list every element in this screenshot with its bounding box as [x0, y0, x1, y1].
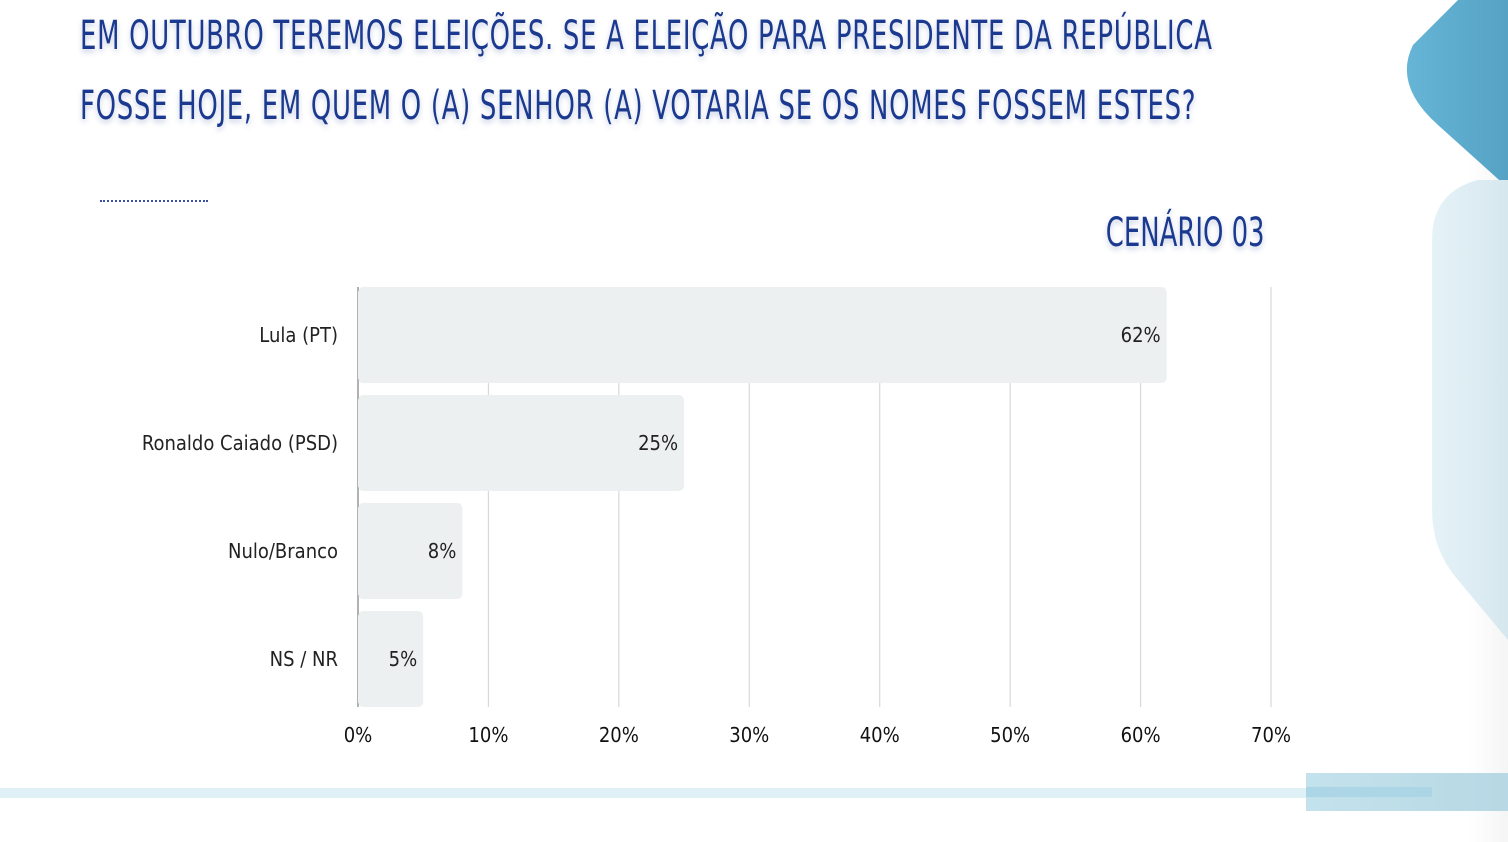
x-tick-label: 20% [599, 723, 639, 747]
value-label: 25% [638, 431, 678, 455]
bar [358, 287, 1167, 383]
x-tick-label: 70% [1251, 723, 1291, 747]
x-tick-label: 0% [344, 723, 373, 747]
x-tick-label: 50% [990, 723, 1030, 747]
decorative-shape-top [1406, 0, 1508, 188]
decorative-bottom-line [0, 788, 1432, 798]
value-labels: 62% 25% 8% 5% [389, 323, 1161, 671]
decorative-shape-middle [1432, 180, 1508, 640]
dotted-divider [100, 200, 208, 202]
question-title-line-1: EM OUTUBRO TEREMOS ELEIÇÕES. SE A ELEIÇÃ… [80, 13, 1213, 59]
value-label: 62% [1121, 323, 1161, 347]
scenario-title: CENÁRIO 03 [1106, 210, 1265, 256]
bar [358, 395, 685, 491]
category-labels: Lula (PT) Ronaldo Caiado (PSD) Nulo/Branco… [142, 323, 338, 671]
value-label: 5% [389, 647, 418, 671]
category-label: NS / NR [270, 647, 338, 671]
category-label: Nulo/Branco [228, 539, 338, 563]
x-tick-label: 30% [729, 723, 769, 747]
decorative-bottom-block-inner [1306, 787, 1432, 797]
category-label: Ronaldo Caiado (PSD) [142, 431, 338, 455]
bar [358, 503, 463, 599]
x-tick-label: 40% [860, 723, 900, 747]
category-label: Lula (PT) [259, 323, 338, 347]
bar [358, 611, 424, 707]
question-title-line-2: FOSSE HOJE, EM QUEM O (A) SENHOR (A) VOT… [80, 83, 1197, 129]
bars [358, 287, 1167, 707]
x-tick-label: 60% [1121, 723, 1161, 747]
x-tick-label: 10% [468, 723, 508, 747]
value-label: 8% [428, 539, 457, 563]
x-tick-labels: 0% 10% 20% 30% 40% 50% 60% 70% [344, 723, 1291, 747]
